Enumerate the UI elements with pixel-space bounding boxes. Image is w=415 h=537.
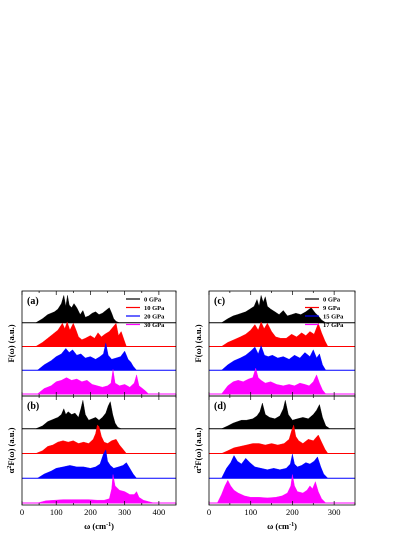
- x-tick-label-b-400: 400: [153, 507, 166, 517]
- series-area-b-3: [37, 474, 154, 504]
- legend-label-c-2: 15 GPa: [323, 313, 344, 320]
- panel-d: 0 100 200 300 (d) α2F(ω) (a.u.) ω (cm-1): [193, 395, 356, 531]
- legend-label-a-2: 20 GPa: [144, 313, 165, 320]
- x-tick-label-b-0: 0: [20, 507, 24, 517]
- panel-letter-a: (a): [27, 296, 39, 307]
- y-axis-label-b: α2F(ω) (a.u.): [6, 427, 16, 473]
- x-tick-label-d-0: 0: [207, 507, 211, 517]
- series-area-b-1: [35, 424, 127, 454]
- legend-label-a-0: 0 GPa: [144, 296, 162, 303]
- series-area-a-2: [36, 342, 138, 371]
- panel-letter-b: (b): [27, 401, 39, 412]
- legend-label-c-0: 0 GPa: [323, 296, 341, 303]
- x-tick-label-d-200: 200: [286, 507, 299, 517]
- y-axis-label-a: F(ω) (a.u.): [6, 324, 16, 362]
- plot-frame-b: [21, 395, 177, 506]
- x-tick-label-d-100: 100: [244, 507, 257, 517]
- series-area-b-2: [36, 449, 138, 479]
- series-area-c-0: [220, 295, 327, 323]
- series-area-a-0: [34, 295, 120, 323]
- series-area-c-3: [221, 367, 327, 395]
- series-area-d-2: [221, 454, 329, 479]
- series-area-d-3: [216, 474, 327, 504]
- legend-label-c-1: 9 GPa: [323, 305, 341, 312]
- series-area-a-1: [34, 321, 127, 347]
- x-axis-label-b: ω (cm-1): [84, 521, 114, 531]
- x-tick-label-b-300: 300: [118, 507, 131, 517]
- legend-label-a-1: 10 GPa: [144, 305, 165, 312]
- y-axis-label-d: α2F(ω) (a.u.): [193, 427, 203, 473]
- plot-frame-d: [208, 395, 356, 506]
- panel-letter-d: (d): [214, 401, 226, 412]
- series-area-c-1: [220, 321, 329, 347]
- x-tick-label-d-300: 300: [328, 507, 341, 517]
- panel-letter-c: (c): [214, 296, 225, 307]
- legend-label-c-3: 17 GPa: [323, 322, 344, 329]
- series-area-b-0: [35, 400, 122, 429]
- legend-label-a-3: 30 GPa: [144, 322, 165, 329]
- y-axis-label-c: F(ω) (a.u.): [193, 324, 203, 362]
- x-axis-label-d: ω (cm-1): [267, 521, 297, 531]
- panel-b: 0 100 200 300 400 (b) α2F(ω) (a.u.) ω (cm-1): [6, 395, 177, 531]
- x-tick-label-b-100: 100: [50, 507, 63, 517]
- series-area-d-0: [221, 400, 331, 429]
- x-tick-label-b-200: 200: [84, 507, 97, 517]
- series-area-a-3: [36, 369, 150, 395]
- series-area-d-1: [221, 424, 329, 454]
- series-area-c-2: [220, 345, 327, 371]
